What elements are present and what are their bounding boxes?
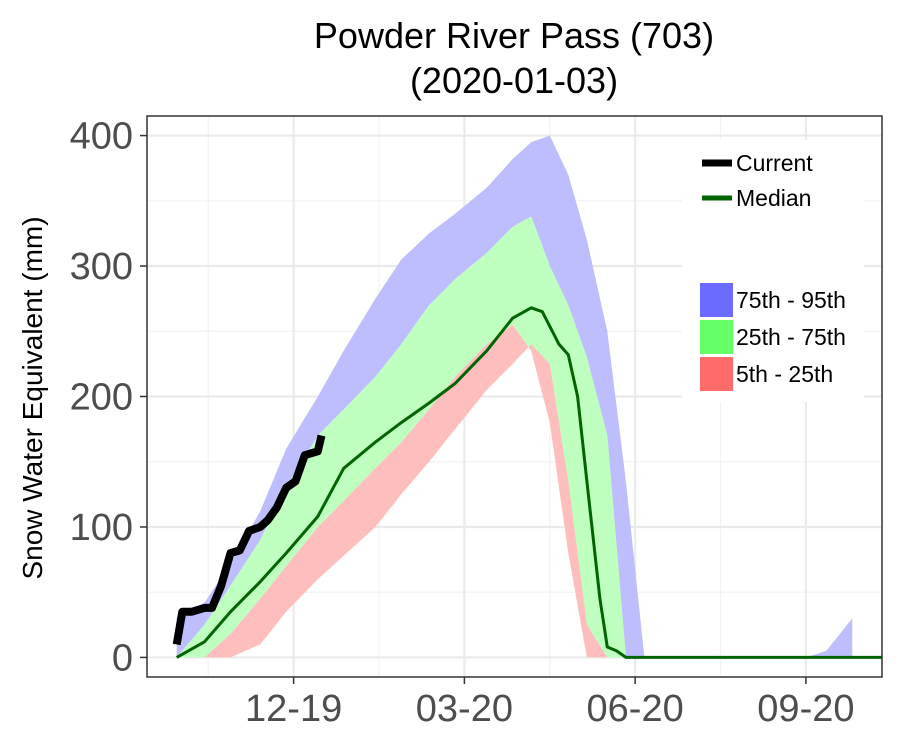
legend-swatch-box	[700, 283, 733, 317]
legend-label: 25th - 75th	[736, 324, 846, 350]
x-axis-ticks: 12-19 03-20 06-20 09-20	[245, 677, 855, 730]
y-axis-label: Snow Water Equivalent (mm)	[17, 216, 48, 579]
legend-label: Median	[736, 185, 811, 211]
y-tick-label: 200	[70, 377, 133, 419]
legend-label: 75th - 95th	[736, 287, 846, 313]
legend-label: 5th - 25th	[736, 361, 833, 387]
legend-swatch-box	[700, 320, 733, 354]
chart-subtitle: (2020-01-03)	[410, 60, 618, 101]
median-line	[175, 306, 882, 659]
y-axis-ticks: 0 100 200 300 400	[70, 116, 147, 679]
legend-swatch-box	[700, 357, 733, 391]
chart-title: Powder River Pass (703)	[314, 15, 714, 56]
y-tick-label: 300	[70, 246, 133, 288]
x-tick-label: 12-19	[245, 688, 342, 730]
y-tick-label: 400	[70, 116, 133, 158]
legend-label: Current	[736, 150, 813, 176]
band-25th-75th	[176, 216, 853, 658]
x-tick-label: 06-20	[587, 688, 684, 730]
current-line	[172, 434, 326, 646]
x-tick-label: 09-20	[757, 688, 854, 730]
y-tick-label: 100	[70, 507, 133, 549]
band-5th-25th	[176, 324, 853, 658]
x-tick-label: 03-20	[416, 688, 513, 730]
y-tick-label: 0	[112, 637, 133, 679]
legend: Current Median 75th - 95th 25th - 75th 5th -…	[682, 140, 864, 402]
